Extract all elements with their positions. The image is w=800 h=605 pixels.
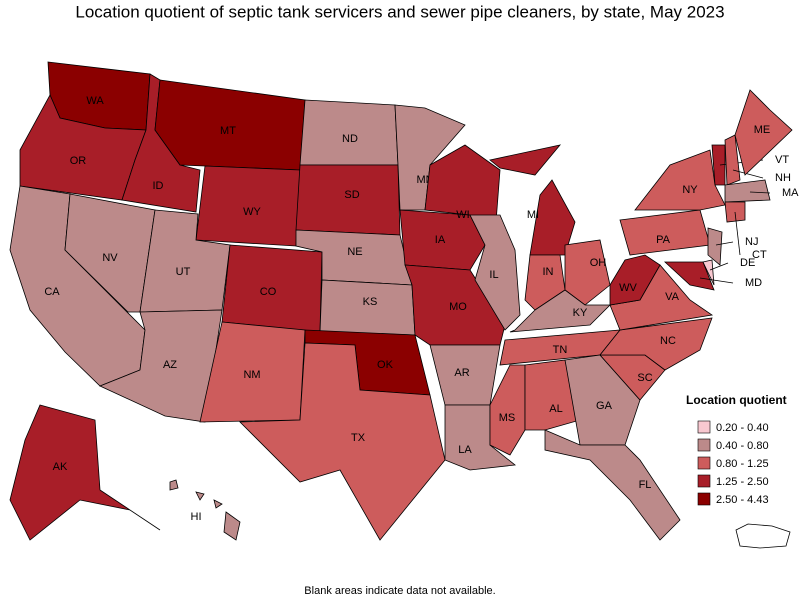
- state: [702, 259, 715, 286]
- state: [524, 359, 581, 431]
- state-label: TN: [553, 344, 568, 356]
- state-label: FL: [639, 479, 652, 491]
- state-label: IL: [489, 269, 498, 281]
- state-label: NJ: [745, 236, 758, 248]
- state: [564, 239, 611, 306]
- footnote: Blank areas indicate data not available.: [304, 585, 495, 597]
- state-label: NV: [102, 252, 118, 264]
- state-label: NH: [775, 172, 791, 184]
- state: [195, 491, 205, 501]
- state-label: GA: [596, 400, 613, 412]
- state-label: IN: [543, 266, 554, 278]
- state-label: WV: [619, 282, 637, 294]
- state-label: MA: [782, 187, 799, 199]
- state-label: ND: [342, 133, 358, 145]
- state: [564, 354, 641, 446]
- state-label: KS: [363, 296, 378, 308]
- legend-swatch: [697, 492, 711, 506]
- state-label: MD: [745, 277, 762, 289]
- state-label: MT: [220, 125, 236, 137]
- state: [9, 404, 161, 541]
- state-label: WA: [86, 95, 104, 107]
- state-label: OR: [70, 155, 87, 167]
- state-label: AZ: [163, 359, 177, 371]
- leader-line: [732, 169, 764, 179]
- state-label: NE: [347, 246, 362, 258]
- leader-line: [709, 262, 729, 271]
- state-label: VT: [775, 154, 789, 166]
- state: [213, 499, 223, 509]
- state-label: MO: [449, 301, 467, 313]
- state-label: NC: [660, 335, 676, 347]
- state: [223, 511, 241, 541]
- legend-label: 0.40 - 0.80: [716, 440, 769, 452]
- state: [239, 342, 446, 541]
- legend-swatch: [697, 474, 711, 488]
- state: [707, 227, 723, 266]
- legend-swatch: [697, 456, 711, 470]
- state-label: VA: [665, 291, 680, 303]
- state-label: KY: [573, 307, 588, 319]
- state: [509, 289, 611, 333]
- state: [64, 193, 156, 313]
- state-label: NY: [682, 184, 698, 196]
- state-label: WI: [456, 209, 469, 221]
- leader-line: [699, 277, 734, 284]
- state-label: SC: [637, 372, 652, 384]
- legend-label: 2.50 - 4.43: [716, 494, 769, 506]
- state-label: AR: [454, 367, 469, 379]
- map-title: Location quotient of septic tank service…: [75, 2, 724, 21]
- leader-line: [715, 241, 734, 246]
- state-label: PA: [656, 234, 671, 246]
- legend: 0.20 - 0.40 0.40 - 0.80 0.80 - 1.25 1.25 - …: [697, 420, 769, 506]
- state-label: TX: [351, 432, 366, 444]
- state: [399, 209, 486, 271]
- state-label: CT: [752, 249, 767, 261]
- state-label: ID: [153, 180, 164, 192]
- legend-title: Location quotient: [686, 393, 787, 407]
- state-label: OK: [377, 359, 394, 371]
- legend-label: 0.20 - 0.40: [716, 422, 769, 434]
- state-label: NM: [243, 369, 260, 381]
- legend-swatch: [697, 438, 711, 452]
- state: [544, 429, 681, 541]
- state: [489, 144, 562, 176]
- state-label: ME: [754, 124, 771, 136]
- state: [663, 261, 715, 291]
- state: [98, 309, 223, 423]
- state: [724, 179, 771, 203]
- state-label: HI: [191, 511, 202, 523]
- state-label: CO: [260, 286, 277, 298]
- state-label: AK: [53, 461, 68, 473]
- leader-line: [734, 211, 741, 256]
- state-label: MS: [499, 412, 516, 424]
- states: WAORCANVIDMTWYUTAZCONMNDSDNEKSOKTXMNIAMO…: [9, 61, 799, 541]
- state: [609, 254, 661, 306]
- state-label: SD: [344, 189, 359, 201]
- state: [619, 209, 711, 256]
- legend-label: 0.80 - 1.25: [716, 458, 769, 470]
- state-label: IA: [435, 234, 446, 246]
- state-label: WY: [243, 206, 261, 218]
- state-label: LA: [458, 444, 472, 456]
- state: [734, 89, 793, 176]
- legend-label: 1.25 - 2.50: [716, 476, 769, 488]
- state: [724, 134, 741, 186]
- state-label: MI: [527, 209, 539, 221]
- state-label: UT: [176, 266, 191, 278]
- state: [169, 479, 179, 491]
- legend-swatch: [697, 420, 711, 434]
- state: [469, 214, 521, 331]
- state-label: OH: [590, 257, 607, 269]
- state: [634, 149, 726, 211]
- state-label: CA: [44, 286, 60, 298]
- leader-line: [749, 191, 771, 194]
- puerto-rico: [735, 523, 791, 549]
- state: [489, 364, 526, 456]
- state-label: DE: [740, 257, 755, 269]
- state-label: AL: [549, 403, 562, 415]
